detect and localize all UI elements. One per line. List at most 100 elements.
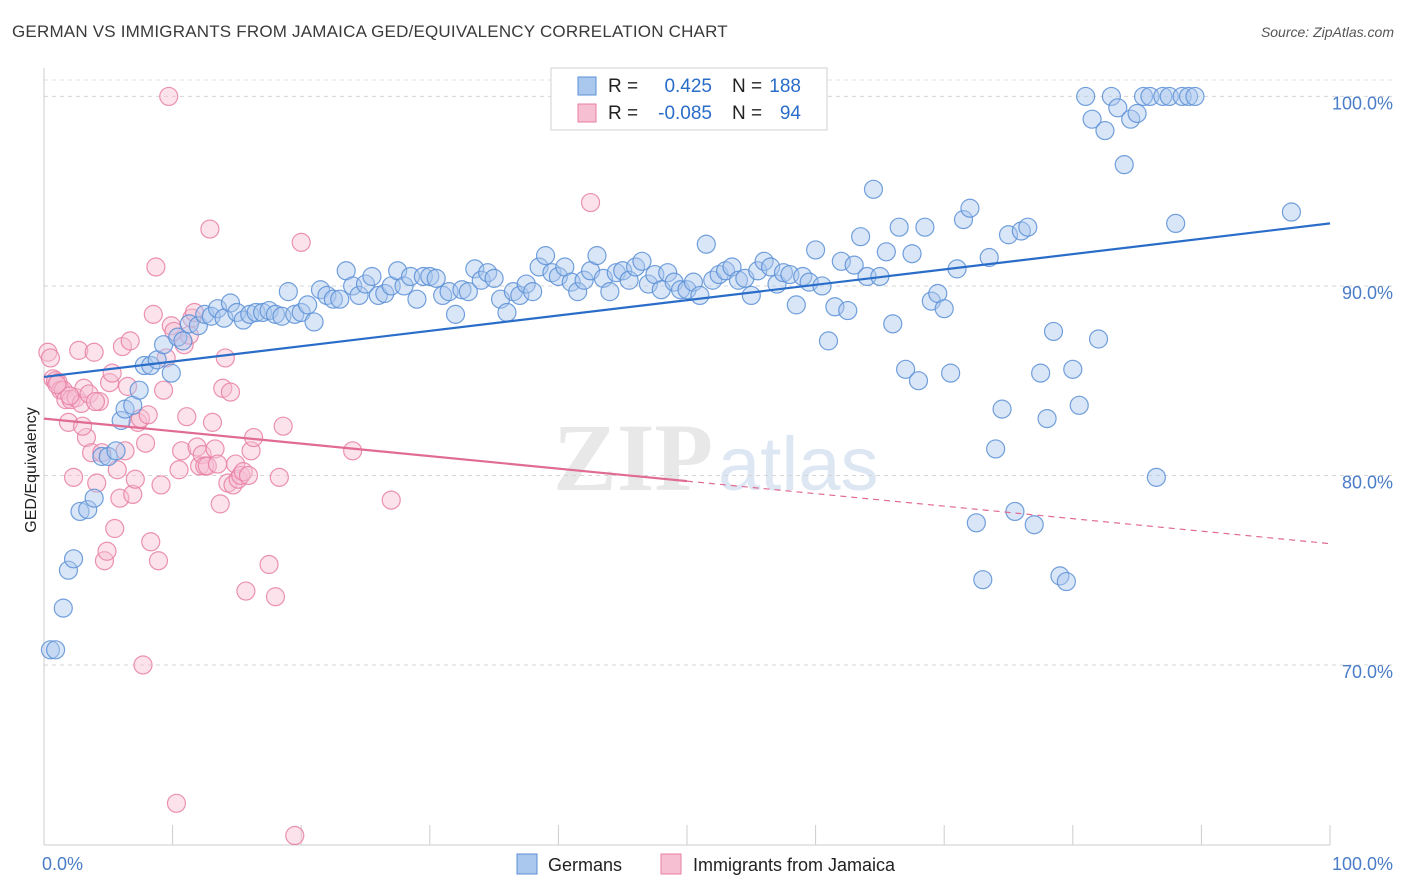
germans-point bbox=[1114, 155, 1134, 175]
germans-point bbox=[465, 259, 485, 279]
germans-point bbox=[58, 560, 79, 580]
germans-point bbox=[966, 513, 986, 533]
germans-point bbox=[70, 501, 90, 522]
germans-point bbox=[986, 439, 1006, 459]
legend-swatch-jamaica bbox=[577, 103, 597, 123]
jamaica-point bbox=[208, 454, 228, 474]
germans-point bbox=[658, 263, 678, 283]
jamaica-point bbox=[141, 532, 161, 552]
germans-point bbox=[1037, 408, 1057, 429]
germans-point bbox=[362, 266, 382, 287]
gridlines: 70.0% 80.0% 90.0% 100.0% bbox=[44, 79, 1393, 682]
legend-swatch-germans bbox=[577, 76, 597, 96]
germans-point bbox=[600, 282, 620, 302]
germans-point bbox=[1018, 217, 1038, 237]
legend-n-value-jamaica: 94 bbox=[780, 103, 802, 124]
germans-point bbox=[407, 289, 427, 309]
y-tick-label-90: 90.0% bbox=[1342, 283, 1393, 303]
x-tick-label-100: 100.0% bbox=[1332, 854, 1393, 874]
y-tick-label-100: 100.0% bbox=[1332, 93, 1393, 113]
germans-point bbox=[613, 261, 633, 281]
germans-point bbox=[510, 285, 530, 306]
germans-point bbox=[445, 304, 466, 324]
germans-point bbox=[426, 268, 446, 288]
germans-point bbox=[1005, 501, 1025, 522]
bottom-legend-swatch-jamaica bbox=[660, 853, 682, 875]
germans-point bbox=[458, 282, 478, 302]
jamaica-point bbox=[269, 467, 289, 487]
jamaica-point bbox=[159, 86, 179, 107]
axes: 0.0% 100.0% bbox=[42, 68, 1393, 874]
germans-point bbox=[812, 276, 832, 296]
jamaica-point bbox=[291, 232, 311, 252]
germans-point bbox=[1043, 321, 1064, 342]
bottom-legend-germans: Germans bbox=[548, 855, 622, 875]
germans-point bbox=[53, 598, 73, 618]
germans-point bbox=[355, 274, 376, 294]
jamaica-point bbox=[72, 416, 93, 436]
germans-point bbox=[1185, 86, 1205, 107]
jamaica-point bbox=[133, 655, 153, 675]
germans-point bbox=[908, 371, 929, 391]
trend-lines bbox=[43, 222, 1331, 545]
jamaica-point bbox=[265, 587, 286, 607]
jamaica-point bbox=[151, 475, 171, 495]
germans-point bbox=[568, 282, 588, 302]
germans-point bbox=[1024, 515, 1044, 535]
germans-point bbox=[92, 446, 112, 467]
germans-point bbox=[1178, 86, 1199, 107]
jamaica-point bbox=[172, 441, 192, 461]
germans-point bbox=[84, 488, 104, 508]
germans-point bbox=[1133, 86, 1154, 107]
jamaica-point bbox=[259, 554, 279, 575]
germans-point bbox=[786, 295, 806, 315]
germans-point bbox=[291, 302, 311, 323]
jamaica-point bbox=[105, 518, 125, 539]
germans-point bbox=[304, 312, 324, 332]
y-tick-label-70: 70.0% bbox=[1342, 662, 1393, 682]
jamaica-point bbox=[120, 331, 140, 351]
germans-point bbox=[831, 251, 851, 271]
jamaica-point bbox=[381, 490, 401, 510]
germans-point bbox=[188, 316, 208, 336]
jamaica-point bbox=[40, 348, 61, 368]
germans-point bbox=[574, 270, 594, 290]
germans-point bbox=[516, 274, 536, 294]
jamaica-point bbox=[107, 460, 127, 480]
germans-point bbox=[40, 640, 61, 660]
jamaica-points bbox=[38, 86, 601, 846]
jamaica-point bbox=[153, 380, 174, 400]
germans-point bbox=[915, 217, 935, 237]
germans-point bbox=[941, 363, 961, 383]
jamaica-point bbox=[343, 441, 363, 461]
jamaica-point bbox=[60, 386, 80, 406]
jamaica-point bbox=[117, 376, 138, 396]
germans-point bbox=[1281, 202, 1302, 222]
jamaica-point bbox=[87, 473, 107, 493]
germans-points bbox=[40, 86, 1302, 660]
jamaica-point bbox=[273, 416, 293, 436]
germans-point bbox=[278, 282, 298, 302]
germans-point bbox=[998, 225, 1019, 245]
germans-point bbox=[960, 198, 980, 218]
jamaica-trend-line bbox=[43, 417, 688, 483]
jamaica-point bbox=[285, 825, 305, 846]
jamaica-point bbox=[169, 460, 189, 480]
germans-point bbox=[1127, 103, 1147, 124]
germans-point bbox=[696, 234, 716, 254]
jamaica-point bbox=[202, 412, 223, 432]
jamaica-point bbox=[233, 462, 253, 482]
germans-point bbox=[889, 217, 909, 237]
germans-point bbox=[173, 331, 193, 351]
jamaica-point bbox=[220, 382, 241, 402]
germans-point bbox=[1166, 213, 1186, 233]
legend-r-value-jamaica: -0.085 bbox=[658, 103, 712, 124]
germans-point bbox=[63, 549, 84, 569]
jamaica-point bbox=[226, 454, 246, 474]
germans-point bbox=[818, 331, 839, 351]
bottom-legend: Germans Immigrants from Jamaica bbox=[516, 853, 896, 875]
jamaica-point bbox=[205, 439, 225, 459]
jamaica-trend-line-extension bbox=[686, 480, 1331, 545]
germans-trend-line bbox=[43, 222, 1331, 378]
jamaica-point bbox=[63, 467, 84, 487]
